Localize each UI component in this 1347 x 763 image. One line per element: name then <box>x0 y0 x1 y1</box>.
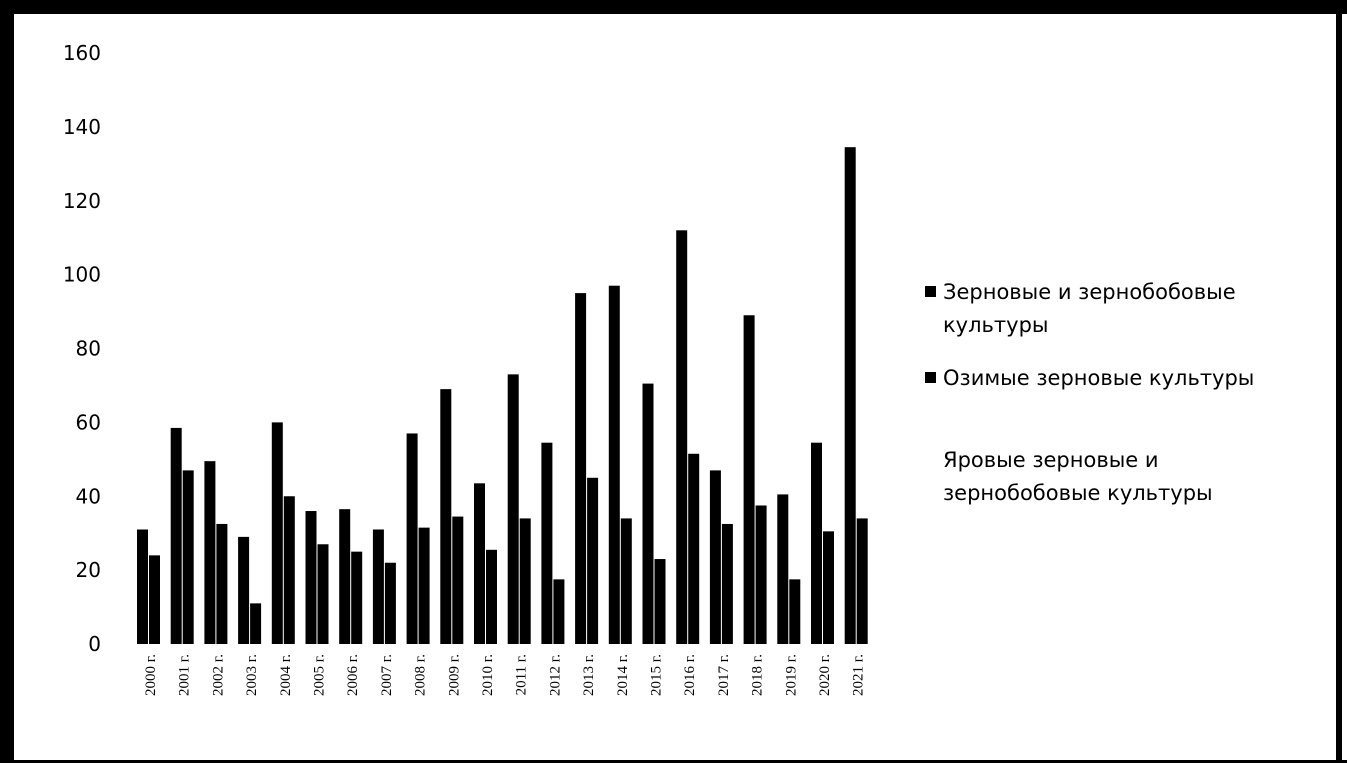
x-tick-label: 2017 г. <box>716 654 732 696</box>
x-tick-label: 2011 г. <box>514 654 530 695</box>
y-axis: 0 20 40 60 80 100 120 140 160 <box>63 41 101 656</box>
x-tick-label: 2003 г. <box>244 654 260 696</box>
bars <box>137 147 868 645</box>
x-tick-label: 2014 г. <box>615 654 631 696</box>
x-tick-label: 2013 г. <box>581 654 597 696</box>
x-tick-label: 2010 г. <box>480 654 496 696</box>
x-tick-label: 2012 г. <box>547 654 563 696</box>
y-tick-label: 100 <box>63 263 101 287</box>
bar-series-1 <box>721 523 733 644</box>
bar-series-1 <box>519 518 531 644</box>
bar-series-0 <box>305 511 317 644</box>
legend-item-winter: Озимые зерновые культуры <box>925 366 1254 390</box>
x-tick-label: 2002 г. <box>210 654 226 696</box>
bar-series-1 <box>452 516 464 644</box>
legend-label-winter: Озимые зерновые культуры <box>943 366 1254 390</box>
bar-series-1 <box>587 477 599 644</box>
bar-series-0 <box>777 494 789 644</box>
bar-series-1 <box>789 579 801 644</box>
bar-series-0 <box>709 470 721 644</box>
frame-bottom-edge <box>0 760 1347 763</box>
x-tick-label: 2018 г. <box>750 654 766 696</box>
bar-series-0 <box>743 315 755 644</box>
bar-series-1 <box>486 549 497 644</box>
x-tick-label: 2019 г. <box>783 654 799 696</box>
bar-series-1 <box>418 527 430 644</box>
legend-label-spring-line1: Яровые зерновые и <box>943 448 1159 472</box>
frame-right-edge <box>1336 0 1342 763</box>
legend-item-grain: Зерновые и зернобобовые культуры <box>925 280 1236 337</box>
bar-series-1 <box>317 544 329 644</box>
x-tick-label: 2021 г. <box>851 654 867 696</box>
bar-series-1 <box>149 555 160 644</box>
legend-label-spring-line2: зернобобовые культуры <box>943 481 1213 505</box>
bar-series-1 <box>654 559 666 644</box>
bar-series-0 <box>844 147 856 645</box>
bar-series-0 <box>575 293 587 644</box>
bar-series-0 <box>204 461 216 644</box>
legend: Зерновые и зернобобовые культуры Озимые … <box>925 280 1254 505</box>
bar-series-0 <box>372 529 384 644</box>
bar-series-0 <box>170 427 182 644</box>
bar-series-1 <box>823 531 834 644</box>
legend-label-grain-line2: культуры <box>943 313 1048 337</box>
bar-series-0 <box>271 422 283 644</box>
x-tick-label: 2001 г. <box>177 654 193 696</box>
bar-series-0 <box>238 536 250 644</box>
legend-swatch-grain <box>925 286 936 297</box>
y-tick-label: 160 <box>63 41 101 65</box>
x-axis: 2000 г. 2001 г. 2002 г. 2003 г. 2004 г. 2005 … <box>143 654 867 696</box>
x-tick-label: 2007 г. <box>379 654 395 696</box>
bar-series-0 <box>608 285 620 644</box>
y-tick-label: 40 <box>76 484 101 508</box>
y-tick-label: 20 <box>76 558 101 582</box>
x-tick-label: 2004 г. <box>278 654 294 696</box>
x-tick-label: 2005 г. <box>312 654 328 696</box>
bar-series-1 <box>283 496 295 644</box>
x-tick-label: 2016 г. <box>682 654 698 696</box>
bar-series-1 <box>216 523 228 644</box>
bar-series-0 <box>541 442 553 644</box>
bar-series-0 <box>339 509 351 644</box>
legend-item-spring: Яровые зерновые и зернобобовые культуры <box>943 448 1213 505</box>
bar-series-1 <box>620 518 632 644</box>
y-tick-label: 0 <box>88 632 101 656</box>
bar-series-1 <box>384 562 396 644</box>
x-tick-label: 2020 г. <box>817 654 833 696</box>
y-tick-label: 60 <box>76 410 101 434</box>
bar-series-0 <box>676 230 688 645</box>
x-tick-label: 2009 г. <box>446 654 462 696</box>
y-tick-label: 120 <box>63 189 101 213</box>
bar-series-1 <box>755 505 767 644</box>
bar-series-1 <box>688 453 700 644</box>
x-tick-label: 2008 г. <box>413 654 429 696</box>
y-tick-label: 140 <box>63 115 101 139</box>
bar-series-0 <box>474 483 485 644</box>
bar-series-0 <box>811 442 822 644</box>
bar-series-1 <box>351 551 363 644</box>
bar-series-1 <box>856 518 868 644</box>
bar-series-0 <box>507 374 519 644</box>
frame-left-edge <box>0 0 14 763</box>
legend-label-grain-line1: Зерновые и зернобобовые <box>943 280 1236 304</box>
x-tick-label: 2000 г. <box>143 654 159 696</box>
y-tick-label: 80 <box>76 337 101 361</box>
legend-swatch-winter <box>925 372 936 383</box>
bar-series-0 <box>137 529 148 644</box>
bar-series-1 <box>182 470 194 644</box>
bar-series-1 <box>553 579 565 644</box>
bar-series-0 <box>440 389 452 644</box>
bar-series-0 <box>642 383 654 644</box>
bar-series-1 <box>250 603 262 644</box>
frame-top-edge <box>0 0 1347 14</box>
x-tick-label: 2006 г. <box>345 654 361 696</box>
x-tick-label: 2015 г. <box>649 654 665 696</box>
bar-series-0 <box>406 433 418 644</box>
